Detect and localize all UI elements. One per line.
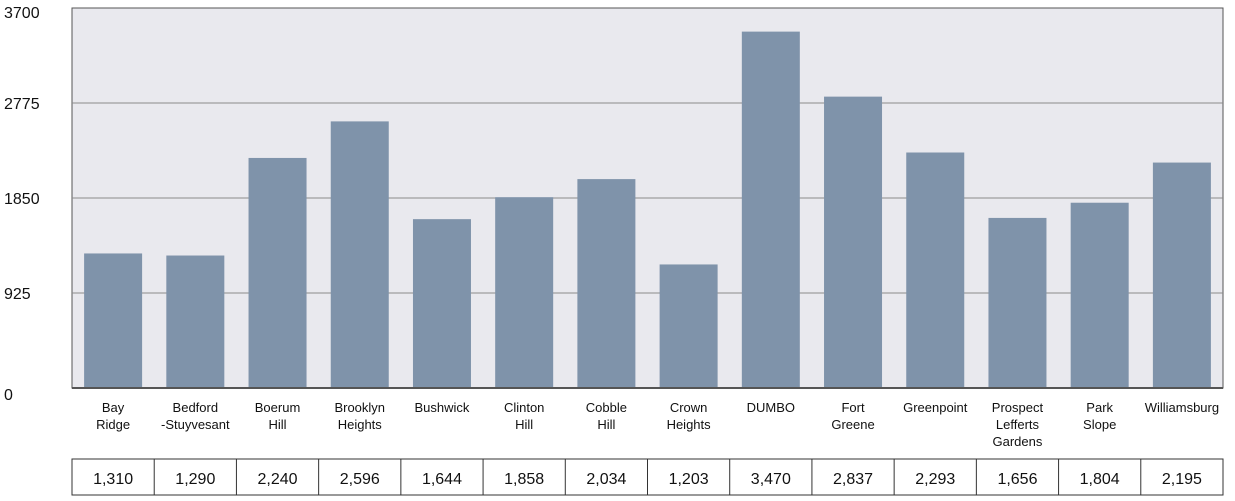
y-tick-label: 3700 (4, 5, 40, 22)
x-tick-label: Lefferts (996, 417, 1040, 432)
data-label: 1,858 (504, 471, 544, 488)
x-tick-label: Greenpoint (903, 400, 968, 415)
y-tick-label: 925 (4, 286, 31, 303)
x-tick-label: -Stuyvesant (161, 417, 230, 432)
bar (248, 157, 307, 388)
x-tick-label: Ridge (96, 417, 130, 432)
x-tick-label: Brooklyn (334, 400, 385, 415)
data-label: 2,034 (586, 471, 626, 488)
x-tick-label: Prospect (992, 400, 1044, 415)
x-tick-label: Greene (831, 417, 874, 432)
x-tick-label: Heights (338, 417, 383, 432)
data-label: 1,656 (997, 471, 1037, 488)
data-label: 1,203 (669, 471, 709, 488)
bar (84, 253, 143, 388)
bar (577, 179, 636, 388)
bar (166, 255, 225, 388)
x-tick-label: Gardens (993, 434, 1043, 449)
x-tick-label: Clinton (504, 400, 544, 415)
bar (659, 264, 718, 388)
y-tick-label: 1850 (4, 191, 40, 208)
x-tick-label: Fort (841, 400, 865, 415)
x-tick-label: Slope (1083, 417, 1116, 432)
bar (1152, 162, 1211, 388)
x-tick-label: Crown (670, 400, 708, 415)
x-tick-label: Heights (667, 417, 712, 432)
data-label: 1,804 (1080, 471, 1120, 488)
y-tick-label: 0 (4, 387, 13, 404)
x-tick-label: Hill (597, 417, 615, 432)
data-label: 2,195 (1162, 471, 1202, 488)
x-tick-label: Hill (269, 417, 287, 432)
bar (412, 219, 471, 388)
bar (824, 96, 883, 388)
x-tick-label: Park (1086, 400, 1113, 415)
x-tick-label: DUMBO (747, 400, 795, 415)
data-label: 2,837 (833, 471, 873, 488)
x-tick-label: Cobble (586, 400, 627, 415)
bar (906, 152, 965, 388)
data-label: 1,310 (93, 471, 133, 488)
y-tick-label: 2775 (4, 96, 40, 113)
bar (988, 217, 1047, 388)
bar (330, 121, 389, 388)
bar (741, 31, 800, 389)
data-label: 1,290 (175, 471, 215, 488)
data-label: 3,470 (751, 471, 791, 488)
x-tick-label: Williamsburg (1145, 400, 1219, 415)
data-label: 1,644 (422, 471, 462, 488)
bar (495, 197, 554, 388)
data-label: 2,596 (340, 471, 380, 488)
x-tick-label: Boerum (255, 400, 301, 415)
data-label: 2,240 (258, 471, 298, 488)
x-tick-label: Bedford (173, 400, 219, 415)
x-tick-label: Bushwick (415, 400, 470, 415)
bar (1070, 202, 1129, 388)
data-label: 2,293 (915, 471, 955, 488)
x-tick-label: Bay (102, 400, 125, 415)
x-tick-label: Hill (515, 417, 533, 432)
